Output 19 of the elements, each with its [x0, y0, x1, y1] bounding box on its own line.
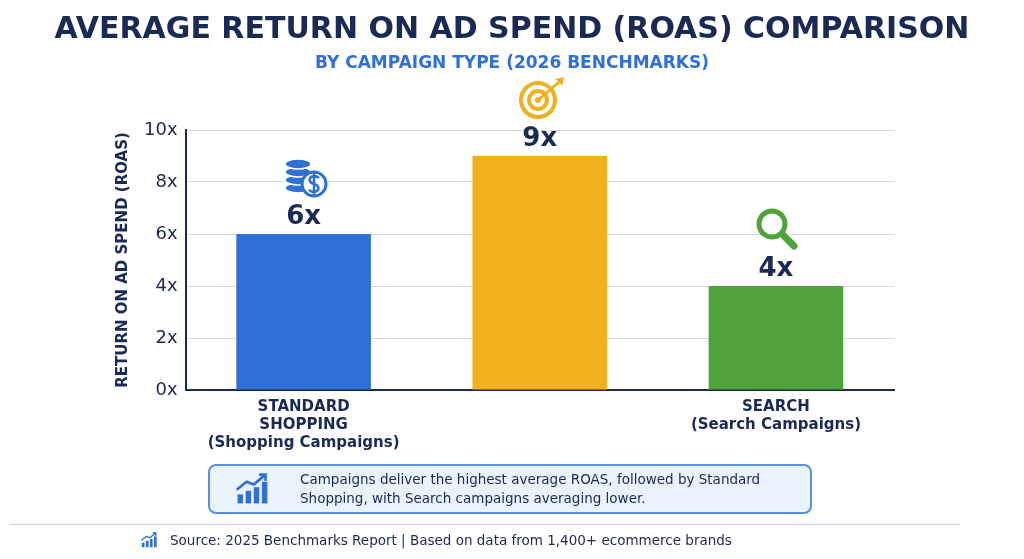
y-tick-label: 4x — [155, 273, 178, 295]
data-label: 4x — [758, 251, 794, 282]
chart-title: AVERAGE RETURN ON AD SPEND (ROAS) COMPARISON — [53, 10, 971, 45]
x-tick-label: STANDARD SHOPPING (Shopping Campaigns) — [207, 396, 400, 451]
text: Campaigns deliver the highest average ROAS, followed by Standard Shopping, with Search campaigns averaging lower. — [300, 470, 762, 508]
bar — [472, 156, 608, 390]
y-tick-label: 10x — [143, 117, 178, 139]
y-tick-label: 8x — [155, 169, 178, 191]
x-tick-label: SEARCH (Search Campaigns) — [690, 396, 861, 433]
data-label: 6x — [286, 199, 322, 230]
data-label: 9x — [522, 121, 558, 152]
y-tick-label: 0x — [155, 377, 178, 399]
bar — [708, 286, 844, 390]
y-tick-label: 2x — [155, 325, 178, 347]
y-axis-title: RETURN ON AD SPEND (ROAS) — [112, 132, 131, 388]
y-tick-label: 6x — [155, 221, 178, 243]
bar — [236, 234, 371, 390]
chart-subtitle: BY CAMPAIGN TYPE (2026 BENCHMARKS) — [313, 52, 710, 72]
source-note: Source: 2025 Benchmarks Report | Based on data from 1,400+ ecommerce brands — [170, 532, 732, 548]
